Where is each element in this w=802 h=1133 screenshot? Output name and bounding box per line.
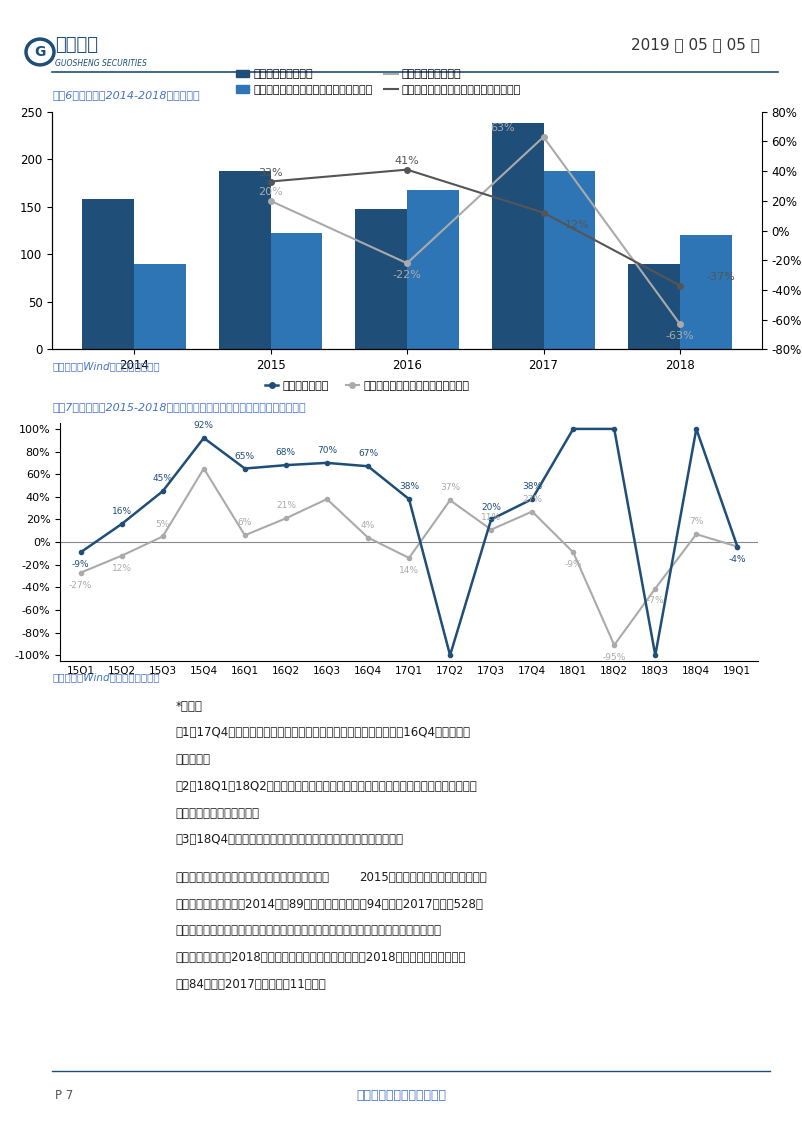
Text: 12%: 12%	[565, 220, 590, 230]
Text: 元。随着业绩对赌期结束，再加上商誉减值会计准则面临调整，部分公司对于商誉减值: 元。随着业绩对赌期结束，再加上商誉减值会计准则面临调整，部分公司对于商誉减值	[176, 925, 442, 937]
Text: 14%: 14%	[399, 565, 419, 574]
Text: G: G	[34, 45, 46, 59]
Text: 92%: 92%	[194, 421, 214, 431]
Bar	[680, 236, 732, 349]
Text: 63%: 63%	[490, 123, 515, 133]
Bar	[134, 264, 186, 349]
Text: 共计84亿元，2017年同期仅为11亿元。: 共计84亿元，2017年同期仅为11亿元。	[176, 978, 326, 991]
Text: 5%: 5%	[156, 520, 170, 528]
Text: 33%: 33%	[258, 168, 283, 178]
Text: 2019 年 05 月 05 日: 2019 年 05 月 05 日	[631, 37, 760, 52]
Text: 27%: 27%	[522, 495, 542, 503]
Text: 41%: 41%	[395, 155, 419, 165]
Text: 20%: 20%	[258, 187, 283, 197]
Text: 38%: 38%	[522, 483, 542, 492]
Text: 21%: 21%	[276, 502, 296, 510]
Text: 态度微妙，选择在2018年计提大额减值，风险集中暴露。2018年样本公司的商誉减值: 态度微妙，选择在2018年计提大额减值，风险集中暴露。2018年样本公司的商誉减…	[176, 951, 466, 964]
Text: 风险集中暴露，商誉减值排雷，轻装上阵再出发。: 风险集中暴露，商誉减值排雷，轻装上阵再出发。	[176, 871, 330, 884]
Text: -9%: -9%	[72, 560, 90, 569]
Text: 16%: 16%	[111, 508, 132, 516]
Text: 67%: 67%	[358, 450, 378, 459]
Text: -27%: -27%	[69, 580, 92, 589]
Text: 基数较低。: 基数较低。	[176, 753, 210, 766]
Bar	[544, 171, 595, 349]
Text: 37%: 37%	[440, 484, 460, 493]
Bar	[82, 199, 134, 349]
Text: 7%: 7%	[689, 518, 703, 526]
Text: 公司的商誉大幅增加。2014年，89家样本公司商誉共计94亿元，2017年达到528亿: 公司的商誉大幅增加。2014年，89家样本公司商誉共计94亿元，2017年达到5…	[176, 897, 484, 911]
Text: 国盛证券: 国盛证券	[55, 35, 98, 53]
Text: -95%: -95%	[602, 653, 626, 662]
Text: 资料来源：Wind，国盛证泰研究所: 资料来源：Wind，国盛证泰研究所	[52, 672, 160, 682]
Text: 6%: 6%	[237, 519, 252, 527]
Text: 70%: 70%	[317, 446, 337, 455]
Text: 20%: 20%	[481, 503, 501, 511]
Text: 45%: 45%	[152, 475, 172, 484]
Text: -7%: -7%	[646, 596, 664, 605]
Text: P 7: P 7	[55, 1089, 73, 1101]
Text: -37%: -37%	[707, 272, 735, 282]
Text: 12%: 12%	[111, 563, 132, 572]
Text: 资料来源：Wind，国盛证泰研究所: 资料来源：Wind，国盛证泰研究所	[52, 360, 160, 370]
Text: 4%: 4%	[361, 521, 375, 529]
Bar	[492, 123, 544, 349]
Legend: 净利润同比增速, 净利润同比增速（剔除中兴、联通）: 净利润同比增速, 净利润同比增速（剔除中兴、联通）	[261, 376, 474, 395]
Text: 11%: 11%	[481, 513, 501, 521]
Text: -9%: -9%	[565, 560, 582, 569]
Text: -63%: -63%	[666, 331, 695, 341]
Text: 2015年起掀起一轮并购潮，通信行业: 2015年起掀起一轮并购潮，通信行业	[359, 871, 487, 884]
Text: 其产业链开工情况受影响。: 其产业链开工情况受影响。	[176, 807, 260, 819]
Text: 65%: 65%	[235, 452, 255, 461]
Text: 请仔细阅读本报告末页声明: 请仔细阅读本报告末页声明	[356, 1089, 446, 1101]
Text: （1）17Q4行业净利润增速异常是因为中兴通讯支付美国罚款，导致16Q4行业净利润: （1）17Q4行业净利润增速异常是因为中兴通讯支付美国罚款，导致16Q4行业净利…	[176, 726, 471, 740]
Text: *备注：: *备注：	[176, 700, 202, 713]
Text: 图表7：通信行业2015-2018年半季度净利润同比增速（异常值下方有说明）: 图表7：通信行业2015-2018年半季度净利润同比增速（异常值下方有说明）	[52, 402, 306, 412]
Bar	[355, 208, 407, 349]
Text: -22%: -22%	[392, 270, 422, 280]
Bar	[219, 171, 270, 349]
Text: GUOSHENG SECURITIES: GUOSHENG SECURITIES	[55, 59, 147, 68]
Bar	[628, 264, 680, 349]
Text: （3）18Q4行业净利润增速异常是因为部分公司计提大额商誉减值。: （3）18Q4行业净利润增速异常是因为部分公司计提大额商誉减值。	[176, 834, 403, 846]
Text: 38%: 38%	[399, 483, 419, 492]
Text: 图表6：通信行业2014-2018年度净利润: 图表6：通信行业2014-2018年度净利润	[52, 91, 200, 101]
Text: （2）18Q1、18Q2行业净利润增速异常是因为中兴通讯支付美国罚款，并导致其自身和: （2）18Q1、18Q2行业净利润增速异常是因为中兴通讯支付美国罚款，并导致其自…	[176, 780, 477, 793]
Text: -4%: -4%	[729, 554, 746, 563]
Text: 68%: 68%	[276, 449, 296, 458]
Bar	[407, 189, 459, 349]
Legend: 行业净利润（亿元）, 行业净利润（不含中兴、联通）（亿元）, 行业净利润同比增长, 行业净利润同比增长（不含中兴、联通）: 行业净利润（亿元）, 行业净利润（不含中兴、联通）（亿元）, 行业净利润同比增长…	[232, 65, 525, 100]
Bar	[270, 233, 322, 349]
